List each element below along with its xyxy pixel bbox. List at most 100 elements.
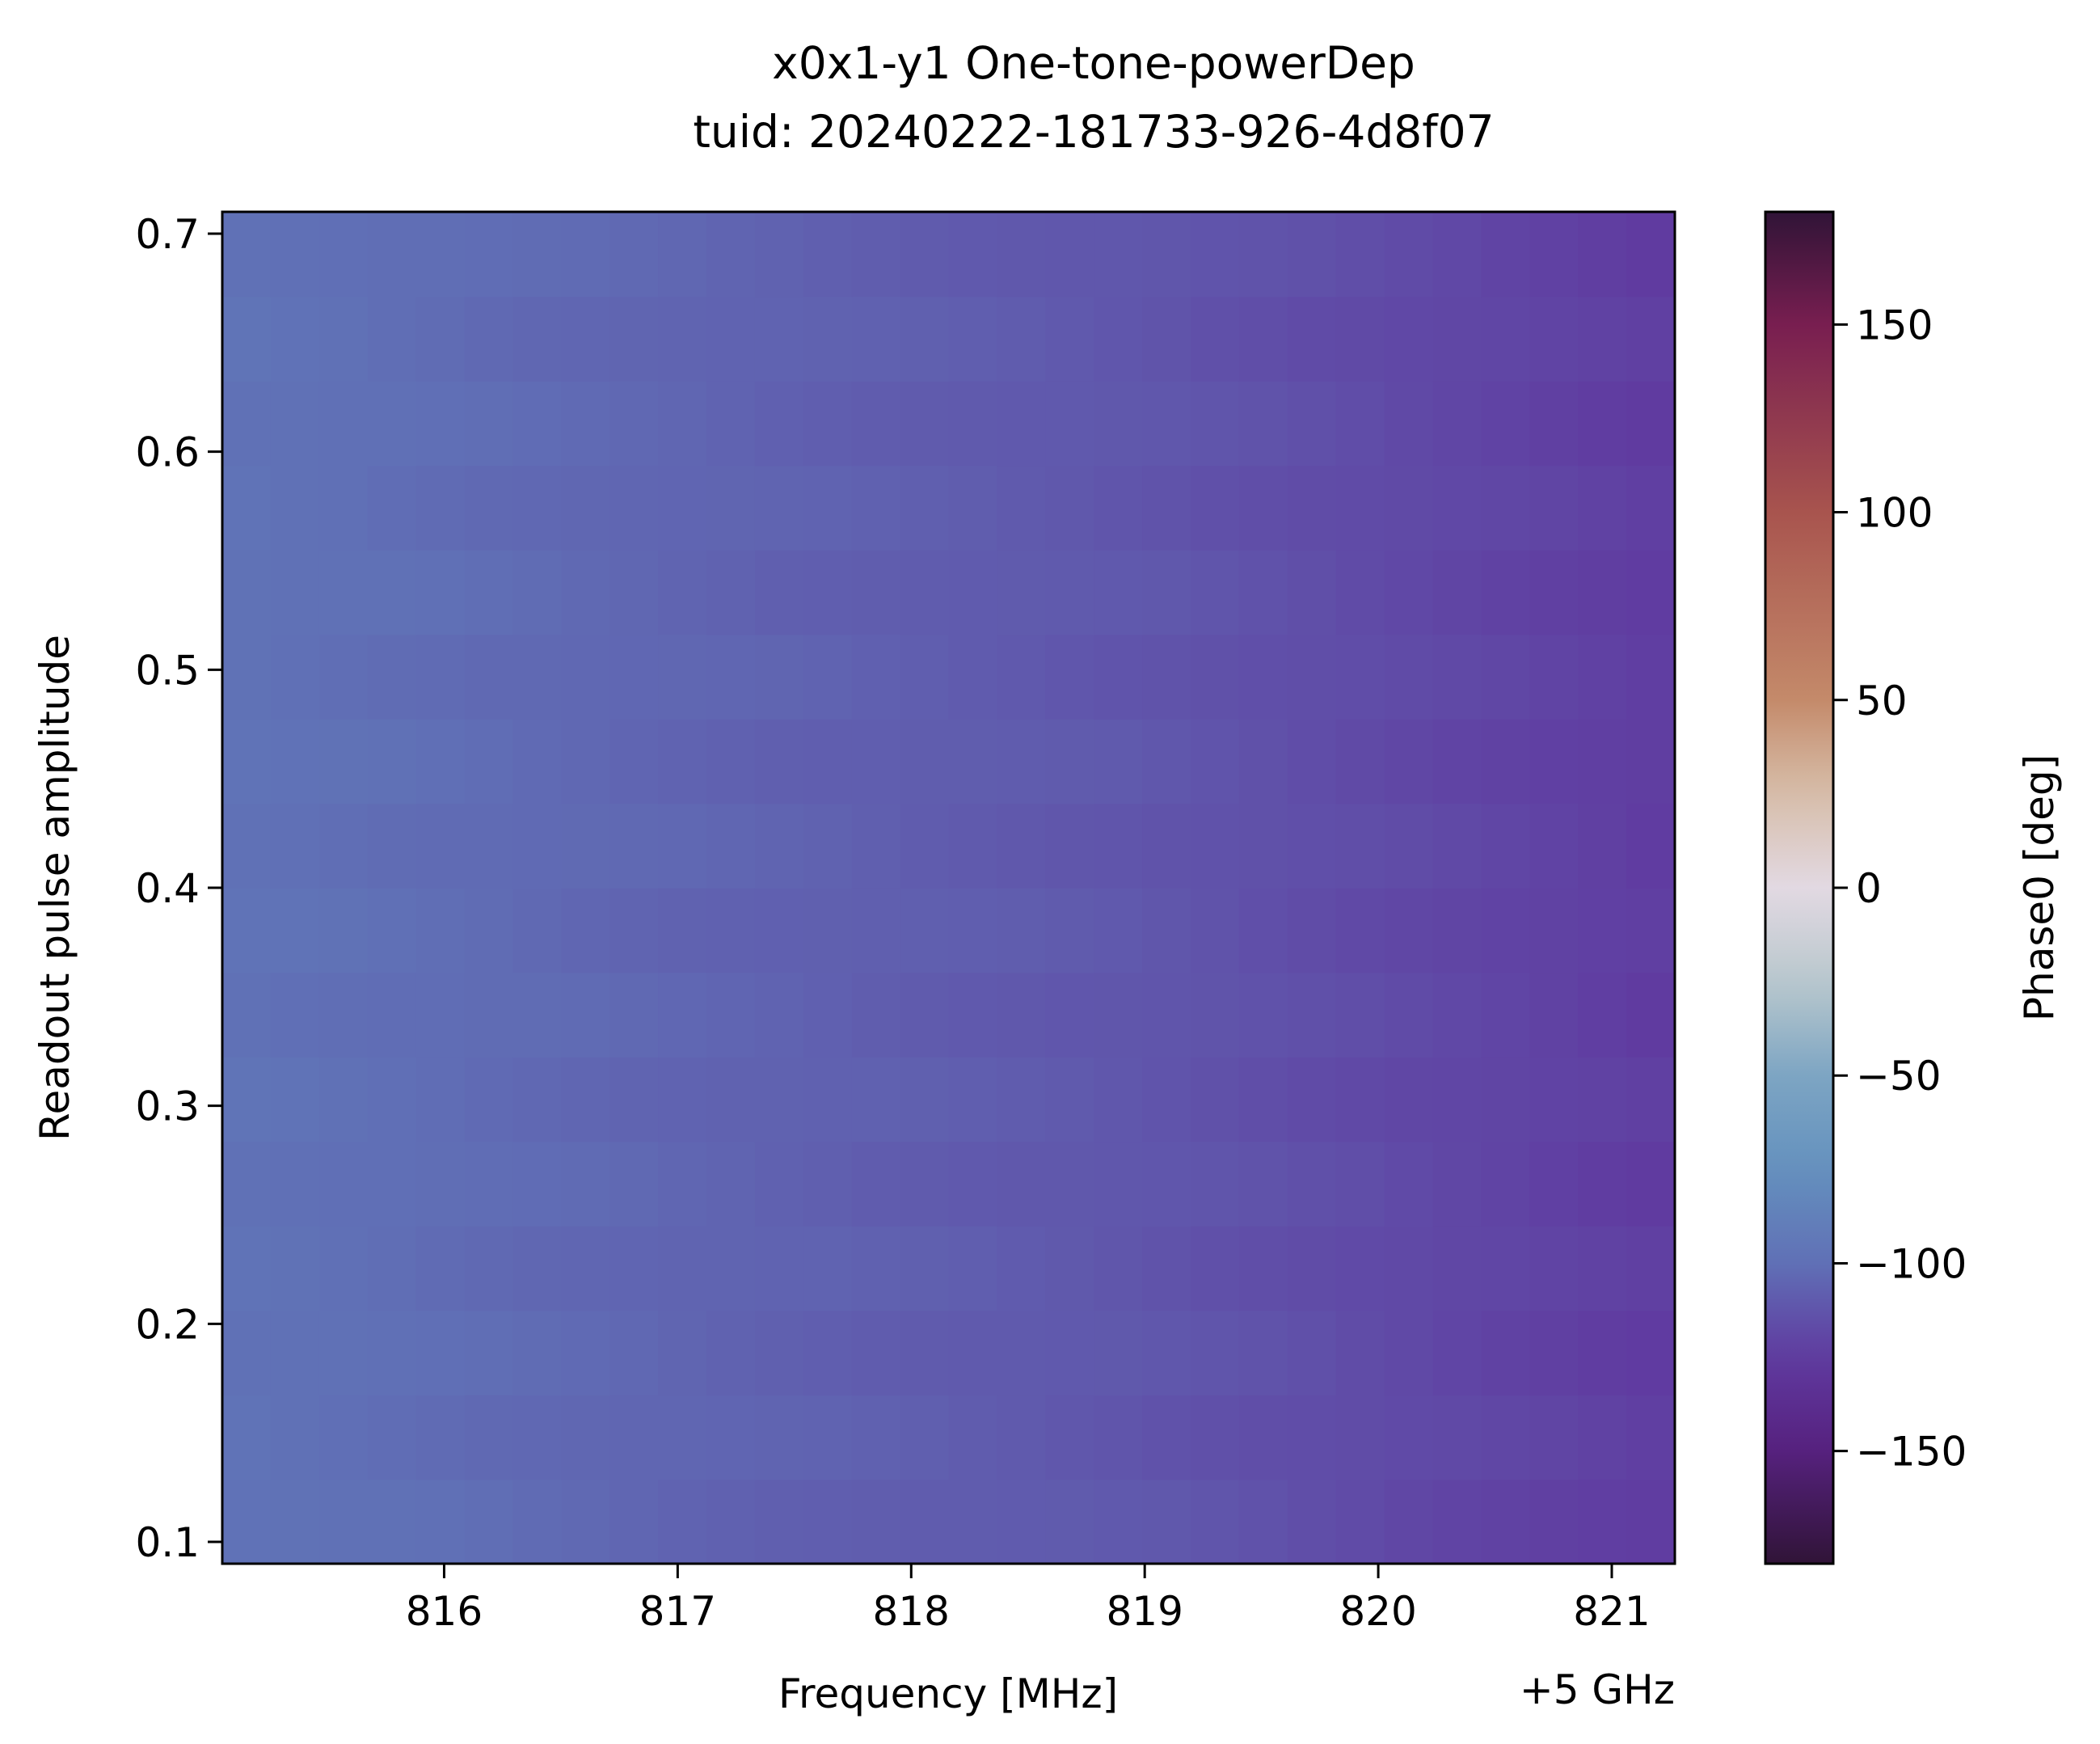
heatmap-cell [1287, 888, 1337, 973]
heatmap-cell [1191, 634, 1240, 720]
heatmap-cell [900, 1226, 950, 1311]
heatmap-cell [1384, 381, 1434, 467]
heatmap-cell [851, 550, 901, 636]
heatmap-cell [222, 550, 272, 636]
heatmap-cell [754, 634, 804, 720]
heatmap-cell [658, 719, 707, 804]
heatmap-cell [270, 1057, 320, 1142]
colorbar-ticks: −150 −100 −50 0 50 100 150 [1833, 302, 1967, 1476]
heatmap-cell [803, 212, 853, 298]
heatmap-cell [948, 888, 998, 973]
heatmap-cell [1481, 1141, 1531, 1227]
heatmap-cell [1142, 803, 1191, 889]
heatmap-cell [270, 1479, 320, 1565]
heatmap-cell [1238, 719, 1288, 804]
heatmap-cell [367, 550, 417, 636]
heatmap-cell [658, 465, 707, 551]
chart-title: x0x1-y1 One-tone-powerDep [772, 37, 1415, 89]
heatmap-cell [1578, 1310, 1627, 1396]
heatmap-cell [706, 465, 756, 551]
heatmap-cell [464, 1395, 514, 1480]
heatmap-cell [1529, 296, 1579, 382]
heatmap-cell [222, 719, 272, 804]
heatmap-cell [1578, 1057, 1627, 1142]
heatmap-cell [754, 803, 804, 889]
heatmap-cell [1578, 888, 1627, 973]
x-tick-label: 820 [1339, 1588, 1416, 1635]
heatmap-cell [609, 972, 659, 1058]
heatmap-cell [948, 1141, 998, 1227]
heatmap-cell [1481, 465, 1531, 551]
heatmap-cell [512, 1310, 563, 1396]
heatmap-cell [1287, 634, 1337, 720]
heatmap-cell [851, 1395, 901, 1480]
heatmap-cell [318, 465, 369, 551]
heatmap-cell [851, 719, 901, 804]
heatmap-cell [1529, 972, 1579, 1058]
heatmap-cell [1432, 550, 1482, 636]
heatmap-cell [1578, 465, 1627, 551]
heatmap-cell [222, 1141, 272, 1227]
heatmap-cell [222, 296, 272, 382]
heatmap-cell [609, 212, 659, 298]
heatmap-cell [367, 1395, 417, 1480]
heatmap-cell [997, 888, 1047, 973]
heatmap-cell [561, 803, 610, 889]
heatmap-cell [1626, 465, 1676, 551]
heatmap-cell [706, 550, 756, 636]
heatmap-cell [415, 634, 466, 720]
heatmap-cell [997, 1226, 1047, 1311]
heatmap-cell [997, 1395, 1047, 1480]
heatmap-cell [1287, 212, 1337, 298]
heatmap-cell [1335, 719, 1385, 804]
heatmap-cell [1529, 1057, 1579, 1142]
heatmap-cell [1578, 972, 1627, 1058]
heatmap-cell [900, 634, 950, 720]
heatmap-cell [658, 972, 707, 1058]
heatmap-cell [318, 1395, 369, 1480]
y-tick-label: 0.1 [135, 1519, 200, 1566]
heatmap-cell [851, 1310, 901, 1396]
heatmap-cell [1481, 1310, 1531, 1396]
heatmap-cell [415, 1141, 466, 1227]
heatmap-cell [803, 972, 853, 1058]
heatmap-cell [706, 212, 756, 298]
heatmap-cell [1481, 212, 1531, 298]
heatmap-cell [851, 381, 901, 467]
heatmap-cell [318, 212, 369, 298]
colorbar-tick-label: −50 [1856, 1053, 1942, 1100]
heatmap-cell [1335, 803, 1385, 889]
colorbar-tick-label: −100 [1856, 1240, 1967, 1287]
heatmap-cell [222, 1395, 272, 1480]
heatmap-cell [415, 381, 466, 467]
heatmap-cell [609, 634, 659, 720]
heatmap-cell [561, 634, 610, 720]
heatmap-cell [1529, 719, 1579, 804]
heatmap-cell [948, 381, 998, 467]
heatmap-cell [1335, 1226, 1385, 1311]
heatmap-cell [609, 1141, 659, 1227]
colorbar-tick-label: 150 [1856, 302, 1933, 348]
heatmap-cell [512, 972, 563, 1058]
heatmap-cell [1045, 1226, 1094, 1311]
heatmap-cell [948, 1226, 998, 1311]
heatmap-cell [318, 1057, 369, 1142]
heatmap-cell [1045, 803, 1094, 889]
heatmap-cell [222, 1479, 272, 1565]
heatmap-cell [1094, 550, 1143, 636]
heatmap-cell [997, 1141, 1047, 1227]
heatmap-cell [1142, 212, 1191, 298]
heatmap-cell [270, 296, 320, 382]
heatmap-cell [1481, 1395, 1531, 1480]
heatmap-cell [415, 1226, 466, 1311]
heatmap-cell [609, 1310, 659, 1396]
heatmap-cell [512, 296, 563, 382]
heatmap-cell [1287, 803, 1337, 889]
heatmap-cell [1191, 465, 1240, 551]
heatmap-cell [464, 803, 514, 889]
heatmap-cell [1094, 888, 1143, 973]
heatmap-cell [1432, 296, 1482, 382]
heatmap-cell [1481, 803, 1531, 889]
heatmap-cell [222, 381, 272, 467]
